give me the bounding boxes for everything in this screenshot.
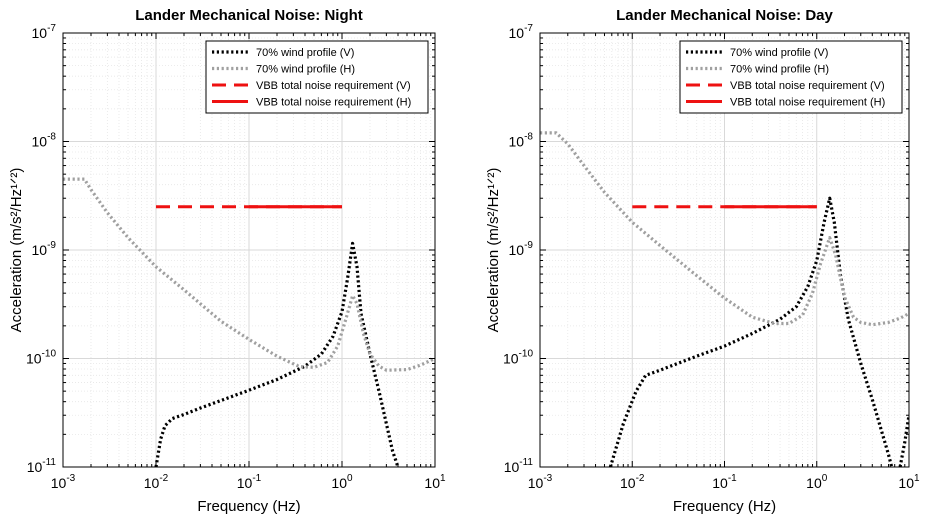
y-tick-exponent: -9 [524, 240, 533, 251]
y-tick-exponent: -10 [42, 349, 57, 360]
x-tick-exponent: -2 [636, 473, 645, 484]
series-group [63, 177, 435, 467]
y-tick-exponent: -10 [519, 349, 534, 360]
y-tick-exponent: -8 [524, 132, 533, 143]
y-tick-exponent: -8 [47, 132, 56, 143]
y-tick-exponent: -7 [47, 23, 56, 34]
x-tick-exponent: 0 [822, 473, 828, 484]
legend-label: 70% wind profile (H) [256, 64, 355, 76]
x-tick-exponent: 1 [914, 473, 920, 484]
x-tick-label: 10-1 [237, 473, 262, 491]
chart-panel-night: 10-3 10-2 10-1 100 10110-1110-1010-910-810-7… [8, 7, 446, 515]
x-tick-label: 10-1 [712, 473, 737, 491]
axes [62, 32, 436, 468]
y-tick-label: 10-8 [509, 132, 534, 150]
y-tick-base: 10 [27, 459, 43, 475]
x-tick-exponent: -2 [159, 473, 168, 484]
legend-label: 70% wind profile (V) [256, 47, 354, 59]
y-tick-base: 10 [503, 351, 519, 367]
x-tick-exponent: -1 [252, 473, 261, 484]
y-tick-label: 10-10 [26, 349, 56, 367]
x-tick-base: 10 [237, 475, 253, 491]
x-tick-base: 10 [712, 475, 728, 491]
chart-title: Lander Mechanical Noise: Day [616, 7, 833, 24]
x-tick-base: 10 [620, 475, 636, 491]
x-tick-base: 10 [898, 475, 914, 491]
series-line-0 [608, 196, 894, 467]
legend-label: 70% wind profile (V) [730, 47, 828, 59]
x-tick-exponent: -1 [728, 473, 737, 484]
x-tick-label: 101 [898, 473, 920, 491]
legend-label: VBB total noise requirement (H) [730, 97, 885, 109]
series-line-1 [898, 414, 909, 467]
y-tick-base: 10 [32, 134, 48, 150]
y-tick-label: 10-7 [32, 23, 57, 41]
legend-label: VBB total noise requirement (V) [256, 80, 411, 92]
y-axis-label: Acceleration (m/s²/Hz¹ᐟ²) [485, 168, 502, 333]
x-tick-base: 10 [331, 475, 347, 491]
x-tick-exponent: 1 [440, 473, 446, 484]
y-tick-exponent: -7 [524, 23, 533, 34]
x-tick-exponent: -3 [543, 473, 552, 484]
series-line-2 [540, 131, 909, 327]
series-line-1 [63, 177, 435, 372]
axes [539, 32, 910, 468]
y-tick-label: 10-11 [504, 457, 534, 475]
x-tick-exponent: -3 [66, 473, 75, 484]
x-tick-label: 10-3 [528, 473, 553, 491]
y-tick-label: 10-8 [32, 132, 57, 150]
legend-label: 70% wind profile (H) [730, 64, 829, 76]
legend-label: VBB total noise requirement (H) [256, 97, 411, 109]
x-tick-label: 10-3 [51, 473, 76, 491]
chart-title: Lander Mechanical Noise: Night [135, 7, 363, 24]
x-tick-base: 10 [51, 475, 67, 491]
x-axis-label: Frequency (Hz) [673, 498, 776, 515]
y-tick-exponent: -11 [519, 457, 533, 468]
x-tick-base: 10 [528, 475, 544, 491]
chart-panel-day: 10-3 10-2 10-1 100 10110-1110-1010-910-810-7… [485, 7, 920, 515]
x-tick-base: 10 [424, 475, 440, 491]
legend: 70% wind profile (V) 70% wind profile (H)… [205, 40, 429, 114]
x-tick-exponent: 0 [347, 473, 353, 484]
y-tick-base: 10 [509, 242, 525, 258]
series-line-0 [154, 241, 400, 467]
x-tick-label: 100 [806, 473, 828, 491]
y-tick-base: 10 [509, 25, 525, 41]
x-axis-label: Frequency (Hz) [197, 498, 300, 515]
y-tick-label: 10-10 [503, 349, 533, 367]
legend: 70% wind profile (V) 70% wind profile (H)… [679, 40, 903, 114]
y-tick-exponent: -9 [47, 240, 56, 251]
y-tick-base: 10 [32, 25, 48, 41]
y-tick-label: 10-9 [32, 240, 57, 258]
legend-label: VBB total noise requirement (V) [730, 80, 885, 92]
x-tick-label: 10-2 [620, 473, 645, 491]
y-tick-label: 10-11 [27, 457, 57, 475]
y-tick-base: 10 [32, 242, 48, 258]
y-tick-exponent: -11 [42, 457, 56, 468]
x-tick-label: 100 [331, 473, 353, 491]
y-tick-label: 10-9 [509, 240, 534, 258]
y-tick-label: 10-7 [509, 23, 534, 41]
series-group [540, 131, 909, 467]
x-tick-base: 10 [806, 475, 822, 491]
y-axis-label: Acceleration (m/s²/Hz¹ᐟ²) [8, 168, 25, 333]
x-tick-base: 10 [144, 475, 160, 491]
x-tick-label: 101 [424, 473, 446, 491]
y-tick-base: 10 [504, 459, 520, 475]
y-tick-base: 10 [509, 134, 525, 150]
x-tick-label: 10-2 [144, 473, 169, 491]
y-tick-base: 10 [26, 351, 42, 367]
